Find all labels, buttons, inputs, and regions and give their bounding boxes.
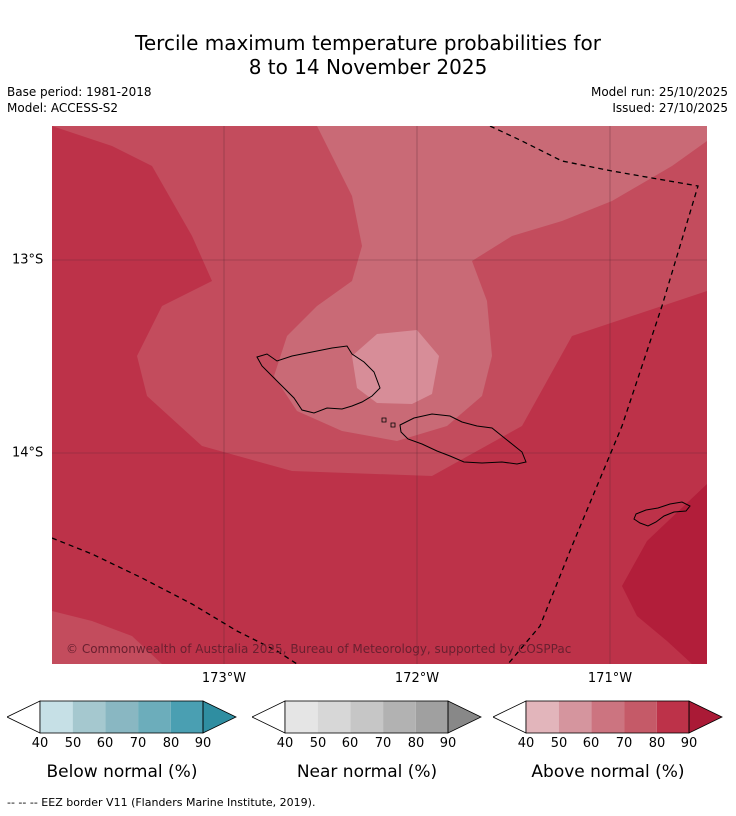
colorbar-near-normal: 40 50 60 70 80 90 Near normal (%) — [252, 700, 482, 790]
colorbar-tick: 40 — [31, 736, 49, 751]
title-line-2: 8 to 14 November 2025 — [248, 55, 488, 79]
colorbar-tick: 40 — [276, 736, 294, 751]
colorbar-tick: 70 — [129, 736, 147, 751]
graticule — [52, 126, 707, 664]
colorbar-near-normal-bar — [252, 700, 482, 734]
map-title: Tercile maximum temperature probabilitie… — [0, 31, 736, 79]
region-above-90 — [622, 484, 707, 664]
colorbar-tick: 50 — [64, 736, 82, 751]
colorbar-title: Below normal (%) — [46, 762, 198, 782]
colorbar-tick: 60 — [341, 736, 359, 751]
meta-left: Base period: 1981-2018 Model: ACCESS-S2 — [7, 84, 152, 116]
colorbar-tick: 60 — [582, 736, 600, 751]
model-name: Model: ACCESS-S2 — [7, 101, 119, 115]
colorbar-title: Above normal (%) — [531, 762, 685, 782]
map-canvas — [52, 126, 707, 664]
colorbar-tick: 80 — [648, 736, 666, 751]
probability-map: © Commonwealth of Australia 2025, Bureau… — [52, 126, 707, 664]
y-tick-14s: 14°S — [12, 445, 44, 461]
colorbar-title: Near normal (%) — [296, 762, 438, 782]
colorbar-tick: 40 — [517, 736, 535, 751]
colorbar-tick: 90 — [194, 736, 212, 751]
colorbar-below-normal-bar — [7, 700, 237, 734]
x-tick-172w: 172°W — [394, 671, 440, 686]
colorbar-tick: 50 — [309, 736, 327, 751]
title-line-1: Tercile maximum temperature probabilitie… — [135, 31, 601, 55]
issued-date: Issued: 27/10/2025 — [612, 101, 728, 115]
colorbar-tick: 80 — [407, 736, 425, 751]
eez-border-east — [489, 126, 699, 664]
island-savaii — [256, 345, 381, 414]
colorbar-tick: 90 — [680, 736, 698, 751]
colorbar-tick: 70 — [374, 736, 392, 751]
eez-border-southwest — [52, 537, 298, 664]
island-manono-apolima — [381, 417, 396, 428]
copyright-notice: © Commonwealth of Australia 2025, Bureau… — [66, 642, 572, 656]
eez-footnote: -- -- -- EEZ border V11 (Flanders Marine… — [7, 796, 316, 809]
colorbar-tick: 60 — [96, 736, 114, 751]
region-above-70-sw — [52, 611, 162, 664]
colorbar-below-normal: 40 50 60 70 80 90 Below normal (%) — [7, 700, 237, 790]
base-period: Base period: 1981-2018 — [7, 85, 152, 99]
colorbar-tick: 80 — [162, 736, 180, 751]
x-tick-171w: 171°W — [587, 671, 633, 686]
colorbar-tick: 90 — [439, 736, 457, 751]
island-upolu — [399, 413, 527, 465]
x-tick-173w: 173°W — [201, 671, 247, 686]
colorbar-tick: 70 — [615, 736, 633, 751]
model-run: Model run: 25/10/2025 — [590, 85, 728, 99]
colorbar-above-normal-bar — [493, 700, 723, 734]
colorbar-tick: 50 — [550, 736, 568, 751]
island-tutuila — [633, 501, 691, 527]
colorbar-above-normal: 40 50 60 70 80 90 Above normal (%) — [493, 700, 723, 790]
meta-right: Model run: 25/10/2025 Issued: 27/10/2025 — [591, 84, 728, 116]
y-tick-13s: 13°S — [12, 252, 44, 268]
